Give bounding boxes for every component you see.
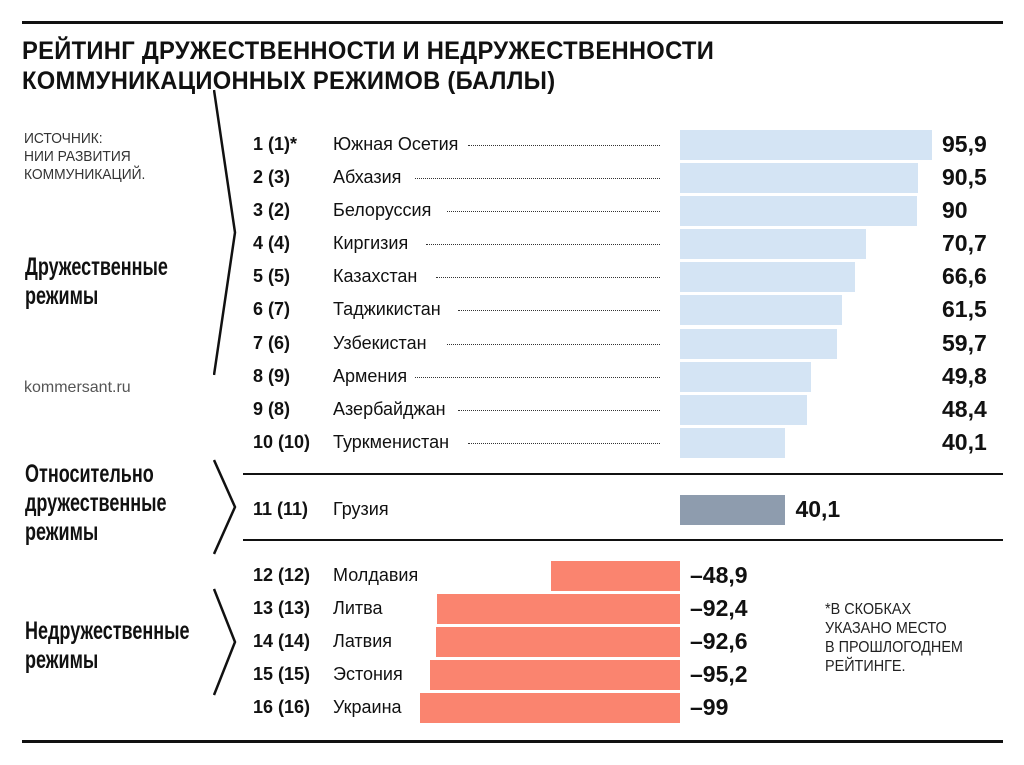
group-label: Относительно дружественные режимы	[25, 460, 167, 546]
group-divider	[243, 473, 1003, 475]
group-divider	[243, 539, 1003, 541]
rank-label: 9 (8)	[253, 399, 291, 419]
value-label: 61,5	[942, 296, 987, 322]
rank-label: 7 (6)	[253, 333, 291, 353]
bar	[419, 693, 680, 723]
bracket-chevron-icon	[213, 588, 237, 696]
chart-title: РЕЙТИНГ ДРУЖЕСТВЕННОСТИ И НЕДРУЖЕСТВЕННО…	[22, 36, 714, 96]
bar	[680, 495, 786, 525]
rank-label: 6 (7)	[253, 299, 291, 319]
group-label: Дружественные режимы	[25, 253, 168, 310]
rank-label: 14 (14)	[253, 631, 311, 651]
country-label: Южная Осетия	[333, 134, 459, 154]
bar	[551, 561, 680, 591]
rank-label: 8 (9)	[253, 366, 291, 386]
bar	[680, 229, 866, 259]
country-label: Абхазия	[333, 167, 402, 187]
country-label: Грузия	[333, 499, 389, 519]
value-label: –95,2	[690, 661, 748, 687]
bar	[680, 428, 786, 458]
site-credit: kommersant.ru	[24, 379, 131, 396]
value-label: –99	[690, 694, 729, 720]
value-label: 40,1	[795, 496, 841, 522]
leader-line	[468, 443, 660, 444]
value-label: 90,5	[942, 164, 987, 190]
rank-label: 10 (10)	[253, 432, 311, 452]
bottom-rule	[22, 740, 1003, 743]
bar	[680, 262, 856, 292]
bar	[436, 627, 680, 657]
rank-label: 15 (15)	[253, 664, 311, 684]
country-label: Азербайджан	[333, 399, 446, 419]
bar	[680, 362, 811, 392]
country-label: Казахстан	[333, 266, 418, 286]
top-rule	[22, 21, 1003, 24]
country-label: Армения	[333, 366, 408, 386]
title-line-1: РЕЙТИНГ ДРУЖЕСТВЕННОСТИ И НЕДРУЖЕСТВЕННО…	[22, 37, 715, 65]
country-label: Туркменистан	[333, 432, 450, 452]
rank-label: 2 (3)	[253, 167, 291, 187]
country-label: Молдавия	[333, 565, 419, 585]
leader-line	[447, 344, 660, 345]
bar	[436, 594, 680, 624]
bar	[680, 130, 933, 160]
value-label: 49,8	[942, 363, 987, 389]
footnote: *В СКОБКАХ УКАЗАНО МЕСТО В ПРОШЛОГОДНЕМ …	[825, 601, 963, 675]
value-label: 48,4	[942, 396, 987, 422]
title-line-2: КОММУНИКАЦИОННЫХ РЕЖИМОВ (БАЛЛЫ)	[22, 67, 556, 95]
rank-label: 16 (16)	[253, 697, 311, 717]
bar	[680, 163, 918, 193]
country-label: Литва	[333, 598, 383, 618]
leader-line	[425, 244, 660, 245]
country-label: Белоруссия	[333, 200, 432, 220]
leader-line	[447, 211, 660, 212]
value-label: –92,6	[690, 628, 748, 654]
rank-label: 4 (4)	[253, 233, 291, 253]
value-label: –92,4	[690, 595, 748, 621]
source-note: ИСТОЧНИК: НИИ РАЗВИТИЯ КОММУНИКАЦИЙ.	[24, 130, 146, 183]
group-label: Недружественные режимы	[25, 617, 190, 674]
bar	[429, 660, 680, 690]
leader-line	[415, 377, 660, 378]
rank-label: 3 (2)	[253, 200, 291, 220]
leader-line	[457, 410, 660, 411]
rank-label: 12 (12)	[253, 565, 311, 585]
leader-line	[468, 145, 660, 146]
bar	[680, 395, 808, 425]
country-label: Эстония	[333, 664, 403, 684]
value-label: 70,7	[942, 230, 987, 256]
value-label: 40,1	[942, 429, 987, 455]
bar	[680, 295, 842, 325]
rank-label: 1 (1)*	[253, 134, 298, 154]
value-label: 90	[942, 197, 968, 223]
country-label: Украина	[333, 697, 402, 717]
leader-line	[457, 310, 660, 311]
country-label: Латвия	[333, 631, 393, 651]
value-label: 59,7	[942, 330, 987, 356]
country-label: Киргизия	[333, 233, 409, 253]
country-label: Таджикистан	[333, 299, 441, 319]
value-label: 95,9	[942, 131, 987, 157]
bracket-chevron-icon	[213, 89, 237, 375]
rank-label: 13 (13)	[253, 598, 311, 618]
country-label: Узбекистан	[333, 333, 427, 353]
bar	[680, 196, 917, 226]
value-label: 66,6	[942, 263, 987, 289]
leader-line	[415, 178, 660, 179]
bar	[680, 329, 837, 359]
rank-label: 5 (5)	[253, 266, 291, 286]
leader-line	[436, 277, 660, 278]
bracket-chevron-icon	[213, 459, 237, 555]
value-label: –48,9	[690, 562, 748, 588]
rank-label: 11 (11)	[253, 499, 309, 519]
